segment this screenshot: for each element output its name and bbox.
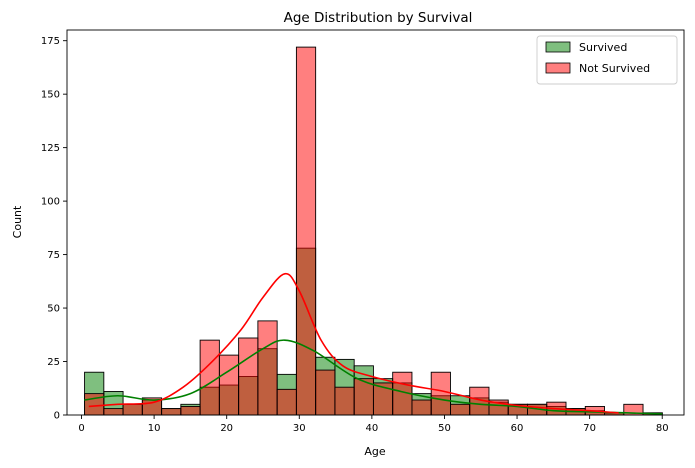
bar-not-survived-19: [450, 403, 471, 416]
bar-not-survived-2: [122, 403, 143, 416]
x-tick-label: 20: [220, 423, 233, 434]
x-tick-label: 40: [366, 423, 379, 434]
legend-label-not-survived: Not Survived: [579, 62, 650, 75]
bar-not-survived-10: [276, 388, 297, 416]
legend-swatch-not-survived: [545, 62, 571, 74]
y-tick-label: 150: [41, 90, 60, 101]
bar-not-survived-13: [334, 386, 355, 416]
x-tick-label: 10: [148, 423, 161, 434]
legend-swatch-survived: [545, 41, 571, 53]
bar-not-survived-1: [103, 408, 124, 416]
bar-not-survived-12: [315, 369, 336, 416]
y-tick-label: 0: [54, 411, 60, 422]
bar-not-survived-6: [199, 339, 220, 416]
x-tick-label: 80: [656, 423, 669, 434]
legend: Survived Not Survived: [536, 35, 678, 85]
bar-not-survived-5: [180, 405, 201, 416]
chart-title: Age Distribution by Survival: [284, 10, 473, 26]
bar-not-survived-7: [218, 354, 240, 416]
bar-not-survived-8: [238, 337, 259, 416]
y-tick-label: 175: [41, 36, 60, 47]
x-tick-label: 70: [583, 423, 596, 434]
bar-not-survived-17: [411, 399, 432, 416]
kde-line-survived: [84, 339, 663, 415]
x-axis-title: Age: [364, 445, 386, 458]
bar-not-survived-9: [257, 320, 278, 416]
y-axis: 0 25 50 75 100 125 150 175: [41, 36, 67, 422]
plot-area: [84, 46, 663, 416]
y-tick-label: 25: [47, 357, 60, 368]
kde-line-not-survived: [88, 273, 619, 414]
bar-not-survived-4: [161, 408, 182, 416]
series-not-survived: [84, 46, 663, 416]
legend-label-survived: Survived: [579, 41, 627, 54]
x-tick-label: 0: [78, 423, 84, 434]
y-tick-label: 50: [47, 304, 60, 315]
y-tick-label: 125: [41, 143, 60, 154]
y-axis-title: Count: [11, 205, 24, 238]
x-tick-label: 60: [511, 423, 524, 434]
axes-frame: [66, 29, 685, 416]
bar-not-survived-18: [430, 371, 451, 416]
legend-box: [536, 35, 678, 85]
bar-not-survived-11: [295, 46, 317, 416]
x-axis: 0 10 20 30 40 50 60 70 80: [78, 415, 669, 434]
x-tick-label: 30: [293, 423, 306, 434]
y-tick-label: 100: [41, 197, 60, 208]
y-tick-label: 75: [47, 250, 60, 261]
x-tick-label: 50: [438, 423, 451, 434]
